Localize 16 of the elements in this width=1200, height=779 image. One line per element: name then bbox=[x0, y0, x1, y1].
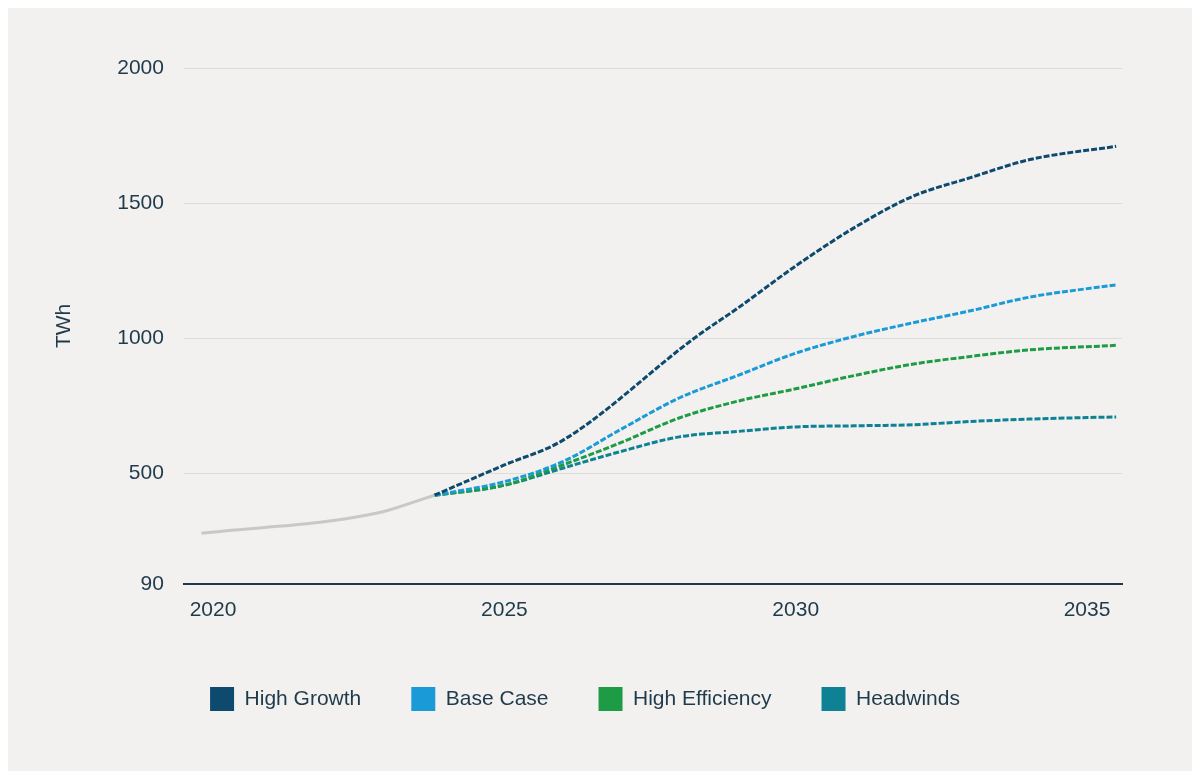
legend-label: High Efficiency bbox=[633, 685, 773, 709]
y-tick-label: 1500 bbox=[117, 189, 164, 213]
line-series bbox=[432, 283, 1118, 497]
legend-label: Base Case bbox=[445, 685, 549, 709]
x-tick-label: 2025 bbox=[481, 597, 528, 621]
y-tick-label: 500 bbox=[128, 459, 164, 483]
x-tick-label: 2020 bbox=[189, 597, 237, 621]
legend-label: Headwinds bbox=[856, 685, 960, 709]
legend-label: High Growth bbox=[244, 685, 362, 709]
x-tick-label: 2030 bbox=[772, 597, 820, 621]
y-tick-label: 90 bbox=[140, 570, 164, 594]
y-axis-title: TWh bbox=[51, 303, 75, 349]
x-tick-label: 2035 bbox=[1063, 597, 1111, 621]
y-tick-label: 1000 bbox=[117, 324, 164, 348]
y-tick-label: 2000 bbox=[117, 54, 164, 78]
line-series bbox=[432, 144, 1118, 497]
